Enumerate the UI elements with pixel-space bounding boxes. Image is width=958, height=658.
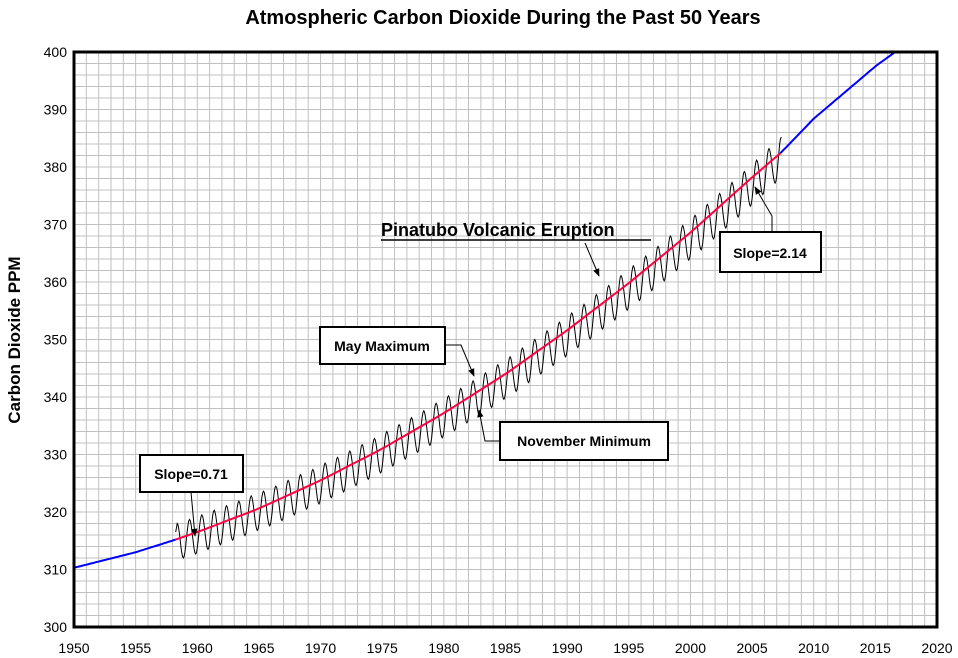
trend-fit-line [175, 152, 782, 541]
y-tick-label: 370 [44, 217, 68, 233]
slope-late-label: Slope=2.14 [733, 245, 807, 261]
x-tick-label: 1985 [490, 640, 521, 656]
y-tick-label: 330 [44, 447, 68, 463]
pinatubo-label: Pinatubo Volcanic Eruption [381, 220, 615, 240]
annotation-november-minimum: November Minimum [477, 409, 669, 461]
y-tick-label: 340 [44, 389, 68, 405]
y-tick-label: 390 [44, 102, 68, 118]
trend-extrapolated-late [779, 51, 896, 154]
arrow [754, 186, 773, 232]
annotation-pinatubo: Pinatubo Volcanic Eruption [381, 220, 651, 277]
x-tick-label: 2015 [860, 640, 891, 656]
x-tick-label: 1975 [367, 640, 398, 656]
annotation-slope-late: Slope=2.14 [719, 186, 822, 273]
grid [74, 52, 937, 627]
y-tick-label: 360 [44, 274, 68, 290]
x-tick-label: 1960 [182, 640, 213, 656]
y-tick-label: 380 [44, 159, 68, 175]
november-minimum-label: November Minimum [517, 433, 651, 449]
arrow [584, 242, 600, 277]
arrow [477, 409, 500, 442]
x-tick-label: 2000 [675, 640, 706, 656]
x-tick-label: 2010 [798, 640, 829, 656]
y-tick-label: 310 [44, 562, 68, 578]
tick-labels: 1950 1955 1960 1965 1970 1975 1980 1985 1990 1995… [44, 44, 953, 656]
x-tick-label: 1995 [613, 640, 644, 656]
may-maximum-label: May Maximum [334, 338, 430, 354]
x-tick-label: 1990 [552, 640, 583, 656]
arrow [190, 491, 198, 537]
x-tick-label: 2020 [921, 640, 952, 656]
annotation-may-maximum: May Maximum [319, 326, 475, 377]
x-tick-label: 1970 [305, 640, 336, 656]
x-tick-label: 1950 [58, 640, 89, 656]
y-tick-label: 300 [44, 619, 68, 635]
arrow [445, 344, 475, 377]
y-tick-label: 400 [44, 44, 68, 60]
x-tick-label: 1955 [120, 640, 151, 656]
x-tick-label: 1980 [428, 640, 459, 656]
plot-frame [72, 50, 939, 629]
annotation-slope-early: Slope=0.71 [139, 454, 244, 537]
x-tick-label: 2005 [736, 640, 767, 656]
chart-title: Atmospheric Carbon Dioxide During the Pa… [245, 7, 760, 29]
y-axis-label: Carbon Dioxide PPM [5, 256, 24, 423]
y-tick-label: 320 [44, 504, 68, 520]
trend-extrapolated-early [73, 538, 176, 569]
slope-early-label: Slope=0.71 [154, 466, 228, 482]
y-tick-label: 350 [44, 332, 68, 348]
x-tick-label: 1965 [243, 640, 274, 656]
